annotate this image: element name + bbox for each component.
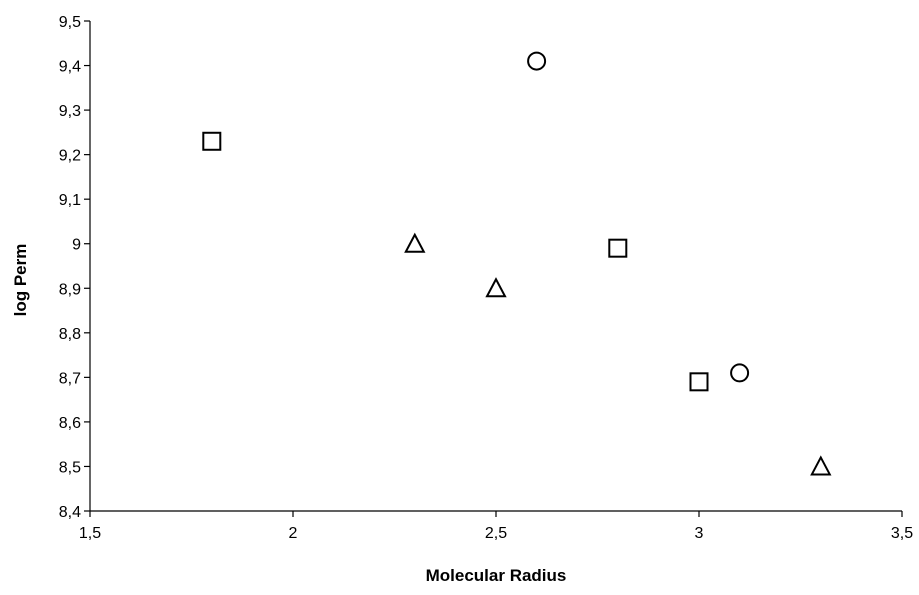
y-tick-label: 8,5 <box>59 459 81 476</box>
axes <box>84 20 903 517</box>
tick-labels: 8,4 8,5 8,6 8,7 8,8 8,9 9 9,1 9,2 9,3 9,4 9,5 1,5 2 2,… <box>59 14 913 542</box>
y-tick-label: 8,7 <box>59 370 81 387</box>
square-marker <box>202 131 222 151</box>
x-tick-label: 2 <box>289 525 298 542</box>
x-tick-label: 2,5 <box>485 525 507 542</box>
y-tick-label: 9,4 <box>59 59 81 76</box>
x-tick-label: 1,5 <box>79 525 101 542</box>
y-tick-label: 8,4 <box>59 504 81 521</box>
circle-marker <box>527 51 547 71</box>
triangle-marker <box>404 232 426 253</box>
circle-marker <box>730 363 750 383</box>
y-tick-label: 8,8 <box>59 326 81 343</box>
y-axis-title: log Perm <box>11 244 30 317</box>
y-tick-label: 9,2 <box>59 148 81 165</box>
x-axis-title: Molecular Radius <box>426 566 567 585</box>
triangle-marker <box>485 277 507 298</box>
y-tick-label: 9 <box>72 237 81 254</box>
triangle-marker <box>810 455 832 476</box>
square-marker <box>608 238 628 258</box>
y-tick-label: 9,1 <box>59 192 81 209</box>
y-tick-label: 9,5 <box>59 14 81 31</box>
x-tick-label: 3,5 <box>891 525 913 542</box>
y-tick-label: 8,6 <box>59 415 81 432</box>
y-tick-label: 9,3 <box>59 103 81 120</box>
square-marker <box>689 372 709 392</box>
data-markers <box>202 51 832 476</box>
x-tick-label: 3 <box>695 525 704 542</box>
y-tick-label: 8,9 <box>59 281 81 298</box>
